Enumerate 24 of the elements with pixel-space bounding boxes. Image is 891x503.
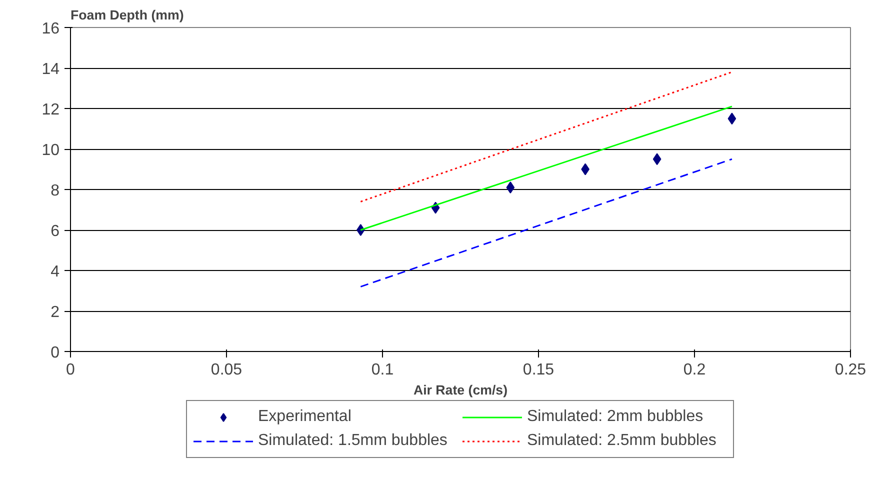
y-tick-label: 2 [50, 304, 60, 321]
x-tick-label: 0.2 [683, 362, 706, 378]
y-tick-label: 8 [50, 182, 60, 200]
x-tick-label: 0.05 [210, 362, 242, 378]
point [652, 153, 662, 166]
point [728, 112, 736, 125]
y-tick-label: 6 [50, 223, 60, 240]
x-tick-label: 0.25 [834, 362, 866, 378]
y-axis-title: Foam Depth (mm) [70, 8, 184, 22]
y-tick-label: 10 [42, 142, 60, 159]
x-tick-label: 0.15 [522, 362, 554, 378]
x-tick-label: 0 [66, 362, 76, 378]
y-tick-label: 0 [50, 344, 60, 362]
legend-label: Experimental [258, 408, 352, 426]
y-tick-label: 16 [42, 20, 60, 38]
y-tick-label: 14 [42, 61, 60, 78]
legend-label: Simulated: 2.5mm bubbles [527, 432, 718, 450]
point [506, 181, 515, 194]
legend-label: Simulated: 1.5mm bubbles [258, 432, 448, 450]
x-tick-label: 0.1 [371, 362, 394, 378]
y-tick-label: 12 [42, 102, 60, 118]
legend-label: Simulated: 2mm bubbles [527, 408, 704, 426]
x-axis-title: Air Rate (cm/s) [413, 382, 508, 398]
y-tick-label: 4 [50, 264, 60, 280]
